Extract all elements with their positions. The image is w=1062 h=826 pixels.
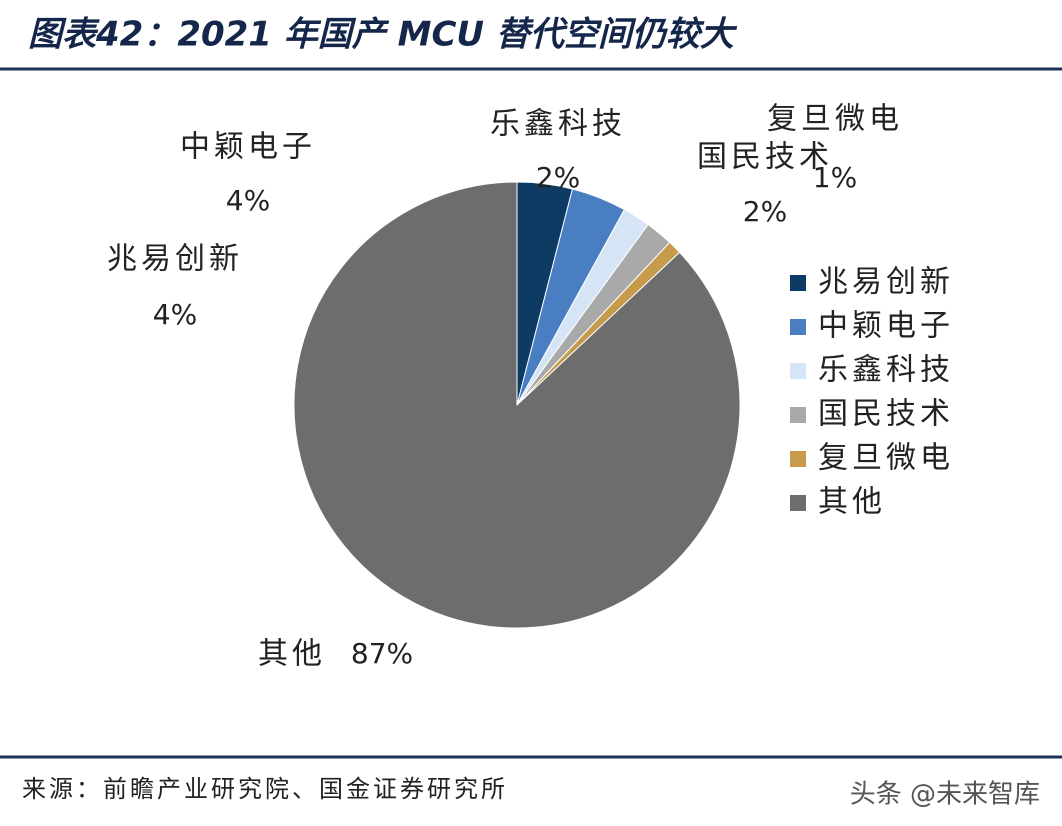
data-label-name: 兆易创新 <box>107 242 243 277</box>
legend-swatch <box>790 407 806 423</box>
data-label: 4% <box>226 184 270 217</box>
legend-swatch <box>790 495 806 511</box>
source: 来源：前瞻产业研究院、国金证券研究所 <box>22 775 508 803</box>
data-label-name: 其他 <box>258 637 326 672</box>
chart-title: 图表42：2021 年国产 MCU 替代空间仍较大 <box>28 15 738 55</box>
data-label-name: 乐鑫科技 <box>490 107 626 142</box>
data-label: 2% <box>536 161 580 194</box>
watermark: 头条 @未来智库 <box>850 780 1040 810</box>
legend-label: 兆易创新 <box>818 265 954 300</box>
data-label: 2% <box>743 195 787 228</box>
data-label: 1% <box>813 161 857 194</box>
legend-label: 中颖电子 <box>818 309 954 344</box>
legend-label: 乐鑫科技 <box>818 353 954 388</box>
legend-swatch <box>790 363 806 379</box>
data-label: 87% <box>351 637 413 670</box>
legend-label: 其他 <box>818 485 886 520</box>
legend-label: 国民技术 <box>818 397 954 432</box>
pie-slice <box>293 181 741 629</box>
data-label: 4% <box>153 298 197 331</box>
legend-swatch <box>790 451 806 467</box>
data-label-name: 国民技术 <box>697 140 833 175</box>
legend-swatch <box>790 275 806 291</box>
data-label-name: 复旦微电 <box>767 102 903 137</box>
legend-label: 复旦微电 <box>818 441 954 476</box>
legend-swatch <box>790 319 806 335</box>
data-label-name: 中颖电子 <box>180 130 316 165</box>
